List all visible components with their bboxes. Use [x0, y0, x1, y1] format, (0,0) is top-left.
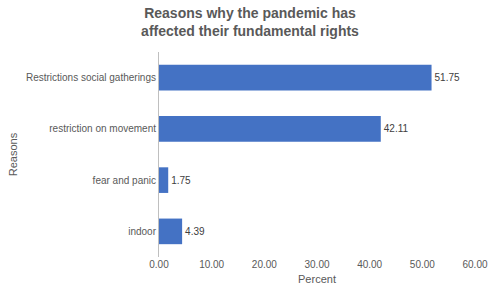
svg-text:4.39: 4.39 — [185, 226, 205, 237]
svg-text:0.00: 0.00 — [149, 259, 169, 270]
svg-text:20.00: 20.00 — [252, 259, 277, 270]
svg-text:40.00: 40.00 — [357, 259, 382, 270]
svg-text:10.00: 10.00 — [199, 259, 224, 270]
svg-text:42.11: 42.11 — [384, 123, 409, 134]
svg-text:Restrictions social gatherings: Restrictions social gatherings — [26, 72, 156, 83]
svg-text:fear and panic: fear and panic — [93, 175, 156, 186]
svg-text:1.75: 1.75 — [171, 175, 191, 186]
svg-text:30.00: 30.00 — [304, 259, 329, 270]
svg-text:50.00: 50.00 — [410, 259, 435, 270]
svg-text:Reasons why the pandemic hasaf: Reasons why the pandemic hasaffected the… — [141, 5, 359, 39]
svg-text:60.00: 60.00 — [462, 259, 487, 270]
svg-text:restriction on movement: restriction on movement — [49, 123, 156, 134]
svg-text:Percent: Percent — [298, 273, 336, 285]
svg-text:51.75: 51.75 — [435, 72, 460, 83]
svg-text:indoor: indoor — [128, 226, 156, 237]
svg-text:Reasons: Reasons — [7, 132, 19, 176]
